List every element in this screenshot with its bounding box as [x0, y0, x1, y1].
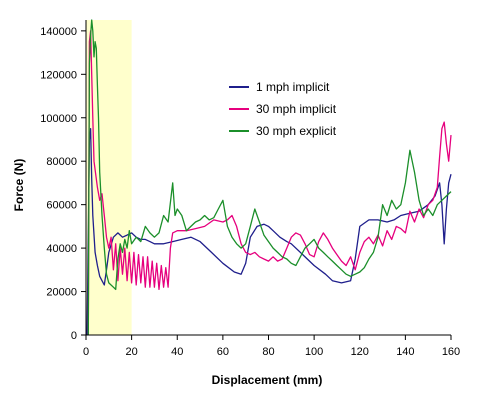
x-axis-title: Displacement (mm)	[212, 373, 323, 387]
y-tick-label: 80000	[46, 156, 77, 168]
legend-label-3: 30 mph explicit	[256, 124, 337, 138]
x-tick-label: 80	[262, 346, 274, 358]
y-tick-label: 20000	[46, 287, 77, 299]
x-tick-label: 60	[217, 346, 229, 358]
series-line-3	[87, 19, 452, 336]
ticks-layer: 0 20 40 60 80 100 120 140 160 0 20000 40000 60000 800…	[40, 26, 460, 358]
x-tick-label: 20	[126, 346, 138, 358]
legend: 1 mph implicit 30 mph implicit 30 mph expl…	[229, 80, 337, 138]
y-tick-label: 40000	[46, 243, 77, 255]
y-tick-label: 60000	[46, 200, 77, 212]
y-tick-label: 140000	[40, 26, 77, 38]
axes-layer	[85, 20, 451, 336]
y-axis-title: Force (N)	[12, 159, 26, 212]
series-layer	[86, 19, 452, 336]
x-tick-label: 160	[442, 346, 460, 358]
x-tick-label: 140	[396, 346, 414, 358]
highlight-region	[86, 20, 132, 335]
y-tick-label: 0	[71, 330, 77, 342]
legend-label-1: 1 mph implicit	[256, 80, 330, 94]
series-line-1	[86, 127, 452, 336]
x-tick-label: 100	[305, 346, 323, 358]
y-tick-label: 120000	[40, 69, 77, 81]
x-tick-label: 40	[171, 346, 183, 358]
legend-label-2: 30 mph implicit	[256, 102, 337, 116]
y-tick-label: 100000	[40, 113, 77, 125]
x-tick-label: 120	[351, 346, 369, 358]
series-line-2	[87, 30, 452, 336]
x-tick-label: 0	[83, 346, 89, 358]
